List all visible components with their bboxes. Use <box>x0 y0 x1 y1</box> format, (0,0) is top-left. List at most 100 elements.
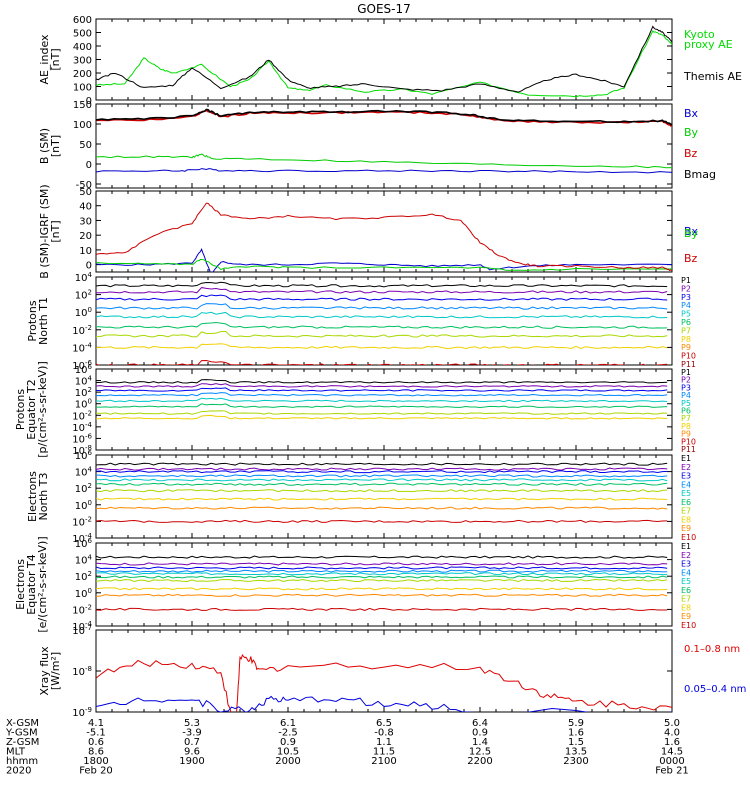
y-tick-label: 400 <box>73 42 92 53</box>
footer-row-label: hhmm <box>6 756 38 767</box>
footer-row-label: MLT <box>6 747 26 758</box>
y-tick-label: 100 <box>73 83 92 94</box>
y-tick-label: 0 <box>86 160 92 171</box>
channel-line-e4 <box>96 569 668 573</box>
plot-area <box>96 202 672 272</box>
y-axis-label-line: Electrons <box>14 559 27 610</box>
legend-entry: P10 <box>681 352 696 361</box>
y-tick-label: 100 <box>75 306 92 319</box>
y-tick-label: 10-8 <box>72 444 92 457</box>
y-tick-label: 50 <box>79 187 92 198</box>
panel-frame <box>95 276 673 366</box>
legend-entry: 0.1–0.8 nm <box>684 644 740 655</box>
y-tick-label: -50 <box>76 180 92 191</box>
plot-area <box>96 281 668 365</box>
legend-entry: P8 <box>681 422 691 431</box>
footer-value: 4.1 <box>88 718 104 729</box>
legend-entry: P3 <box>681 383 691 392</box>
footer-value: 2300 <box>563 756 588 767</box>
footer-value: 1.1 <box>376 737 392 748</box>
legend-entry: Kyoto <box>684 28 715 41</box>
y-tick-label: 150 <box>73 100 92 111</box>
panel-frame <box>95 629 673 713</box>
series-line-bz <box>96 109 672 127</box>
y-tick-label: 40 <box>79 202 92 213</box>
y-axis-label-line: AE_index <box>38 34 51 85</box>
y-tick-label: 0 <box>86 96 92 107</box>
footer-value: 0.9 <box>280 737 296 748</box>
y-tick-label: 104 <box>75 271 93 284</box>
y-axis-label-unit: [nT] <box>49 48 62 70</box>
y-tick-label: 10-8 <box>72 665 92 678</box>
legend-entry: 0.05–0.4 nm <box>684 684 746 695</box>
legend-entry: P11 <box>681 360 696 369</box>
legend-entry: P2 <box>681 284 691 293</box>
y-tick-label: 10-4 <box>72 532 92 545</box>
legend-entry: E10 <box>681 621 696 630</box>
panel-frame <box>95 18 673 101</box>
legend-entry: E7 <box>681 595 691 604</box>
legend-entry: P8 <box>681 335 691 344</box>
legend-entry: Themis AE <box>683 70 742 83</box>
y-axis-label-unit: [e/(cm²-s-sr-keV)] <box>36 536 49 632</box>
y-tick-label: 30 <box>79 216 92 227</box>
channel-line-e3 <box>96 470 668 474</box>
footer-value: 1.6 <box>664 737 680 748</box>
legend-entry: E10 <box>681 533 696 542</box>
legend-entry: P7 <box>681 414 691 423</box>
y-tick-label: 600 <box>73 15 92 26</box>
y-axis-label-line: Protons <box>26 300 39 341</box>
series-line-by <box>96 258 672 271</box>
legend-entry: P9 <box>681 430 691 439</box>
footer-value: 13.5 <box>565 747 587 758</box>
footer-value: 11.5 <box>373 747 395 758</box>
footer-value: 1.6 <box>568 728 584 739</box>
channel-line-e10 <box>96 519 668 523</box>
footer-value: 5.3 <box>184 718 200 729</box>
channel-line-e6 <box>96 482 668 486</box>
legend-entry: E4 <box>681 480 691 489</box>
y-tick-label: 0 <box>86 261 92 272</box>
footer-value: 5.0 <box>664 718 680 729</box>
y-tick-label: 106 <box>75 449 93 462</box>
y-axis-label-line: B (SM)-IGRF (SM) <box>38 184 51 278</box>
y-axis-label-unit: [nT] <box>49 135 62 157</box>
y-tick-label: 102 <box>75 570 92 583</box>
y-tick-label: 10-2 <box>72 409 92 422</box>
footer-value: 0.9 <box>472 728 488 739</box>
footer-value: 9.6 <box>184 747 200 758</box>
panel-2: -50 0 50 100 150 B (SM)[nT] Bx By Bz Bmag <box>38 100 716 191</box>
figure-title: GOES-17 <box>357 2 411 16</box>
legend-entry: E5 <box>681 577 691 586</box>
channel-line-p1 <box>96 281 668 288</box>
footer-value: 14.5 <box>661 747 683 758</box>
plot-area <box>96 25 672 98</box>
footer-value: 1900 <box>179 756 204 767</box>
legend-entry: P9 <box>681 343 691 352</box>
channel-line-p5 <box>96 311 668 319</box>
y-tick-label: 200 <box>73 69 92 80</box>
plot-area <box>96 555 668 611</box>
legend-entry: E7 <box>681 507 691 516</box>
y-axis-label-line: Electrons <box>26 471 39 522</box>
footer-value: 6.1 <box>280 718 296 729</box>
legend-entry: E1 <box>681 542 691 551</box>
footer-value: 1.4 <box>472 737 488 748</box>
y-tick-label: 10-4 <box>72 341 92 354</box>
legend-entry: Bz <box>684 252 698 265</box>
footer-value: 1.5 <box>568 737 584 748</box>
panel-frame <box>95 190 673 273</box>
y-axis-label-line: North T1 <box>37 297 50 345</box>
panel-1: 0 100 200 300 400 500 600 AE_index[nT] Kyotoprox… <box>38 15 742 107</box>
y-tick-label: 106 <box>75 537 93 550</box>
channel-line-p3 <box>96 387 668 392</box>
legend-entry: By <box>684 126 699 139</box>
panel-5: 10610410210010-210-410-610-8ProtonsEquat… <box>14 361 696 458</box>
footer-value: 4.0 <box>664 728 680 739</box>
legend-entry: E9 <box>681 524 691 533</box>
channel-line-p8 <box>96 414 668 420</box>
series-line-themis-ae <box>96 25 672 93</box>
series-line-bx <box>96 247 672 272</box>
y-tick-label: 10-9 <box>72 706 92 719</box>
